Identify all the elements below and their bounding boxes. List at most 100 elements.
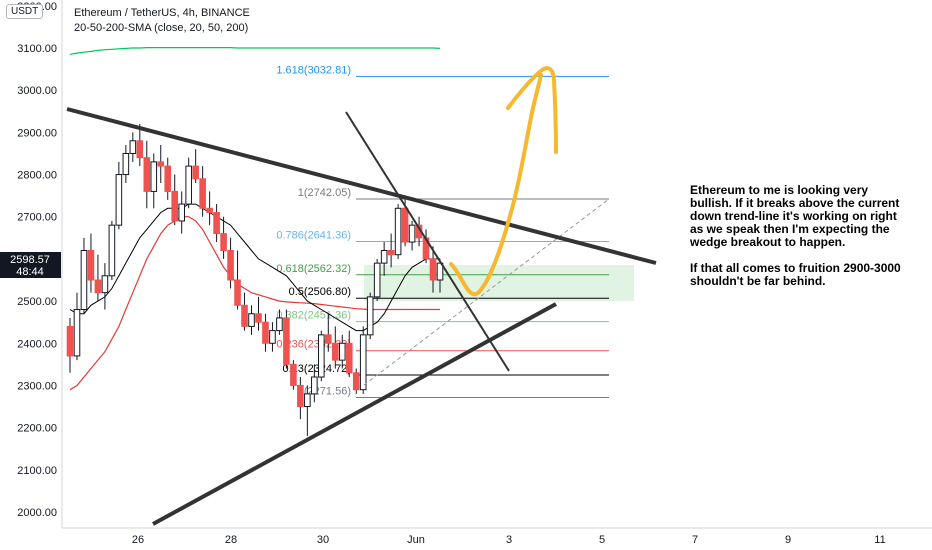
candle-body [297, 384, 304, 408]
candle-body [87, 249, 95, 281]
candle-body [80, 249, 88, 311]
candle-body [227, 249, 234, 281]
candle-body [122, 152, 130, 176]
candle-body [283, 317, 290, 365]
candle-body [143, 157, 151, 192]
ascending-trendline [152, 302, 557, 526]
y-tick-label: 2100.00 [17, 465, 57, 477]
candle-body [248, 313, 255, 327]
y-tick-label: 2900.00 [17, 127, 57, 139]
sma50-line [69, 216, 440, 391]
x-tick-label: 26 [132, 534, 144, 546]
x-tick-label: 28 [225, 534, 237, 546]
candle-body [157, 161, 165, 167]
y-tick-label: 3100.00 [17, 43, 57, 55]
fib-diagonal [363, 198, 610, 386]
candle-body [199, 178, 206, 209]
x-axis: 26 28 30 Jun 3 5 7 9 11 [132, 534, 886, 546]
candle-body [345, 342, 353, 374]
candle-body [408, 224, 416, 243]
y-tick-label: 2700.00 [17, 212, 57, 224]
candle-body [234, 279, 241, 306]
fib-label: 0.5(2506.80) [289, 286, 351, 298]
candle-body [331, 342, 339, 361]
candle-body [373, 262, 381, 298]
currency-badge[interactable]: USDT [6, 4, 44, 19]
y-tick-label: 2500.00 [17, 296, 57, 308]
candle-body [164, 165, 172, 192]
price-badge-countdown: 48:44 [16, 266, 44, 278]
fib-label: 0.13(2324.72) [283, 363, 352, 375]
candle-body [220, 233, 227, 251]
analysis-note: Ethereum to me is looking very bullish. … [690, 184, 905, 301]
candle-body [115, 174, 123, 226]
candle-body [290, 363, 297, 386]
candle-body [318, 334, 325, 378]
candle-body [401, 207, 409, 243]
candle-body [304, 393, 311, 408]
candle-body [241, 304, 248, 327]
analysis-paragraph-2: If that all comes to fruition 2900-3000 … [690, 261, 901, 288]
candle-body [206, 207, 213, 214]
analysis-paragraph-1: Ethereum to me is looking very bullish. … [690, 183, 900, 249]
sma20-line [69, 203, 440, 332]
steep-trendline [345, 111, 510, 372]
chart-title: Ethereum / TetherUS, 4h, BINANCE [74, 7, 250, 19]
indicator-label[interactable]: 20-50-200-SMA (close, 20, 50, 200) [74, 22, 249, 34]
descending-trendline [66, 107, 657, 265]
candle-body [150, 161, 158, 192]
candle-body [108, 224, 116, 277]
fibonacci-levels: 1.618(3032.81) 1(2742.05) 0.786(2641.36) 0.… [276, 64, 609, 398]
x-tick-label: 5 [599, 534, 605, 546]
price-badge [0, 252, 61, 278]
candle-body [366, 296, 374, 336]
x-tick-label: Jun [407, 534, 425, 546]
x-tick-label: 9 [785, 534, 791, 546]
candle-body [325, 334, 332, 344]
candle-body [213, 212, 220, 235]
y-tick-label: 2400.00 [17, 338, 57, 350]
fib-label: 1.618(3032.81) [276, 64, 351, 76]
y-tick-label: 2000.00 [17, 507, 57, 519]
candle-body [352, 372, 360, 391]
y-tick-label: 3000.00 [17, 85, 57, 97]
x-tick-label: 3 [506, 534, 512, 546]
fib-label: 0.786(2641.36) [276, 229, 351, 241]
candle-body [276, 317, 283, 332]
y-tick-label: 2300.00 [17, 380, 57, 392]
candle-body [129, 140, 137, 154]
y-tick-label: 2800.00 [17, 170, 57, 182]
candle-body [380, 249, 388, 264]
candle-body [387, 249, 395, 256]
candle-body [66, 325, 74, 357]
candle-body [73, 309, 81, 357]
candle-body [429, 258, 437, 281]
candle-body [101, 275, 109, 294]
sma200-line [69, 47, 441, 55]
arrow-head [506, 66, 558, 154]
y-tick-label: 2200.00 [17, 423, 57, 435]
candle-body [269, 330, 276, 344]
candles [66, 123, 444, 437]
candle-body [192, 165, 199, 180]
candle-body [338, 342, 346, 361]
candle-body [394, 207, 402, 256]
y-axis: 3200.003100.003000.002900.002800.002700.… [17, 1, 57, 519]
bullish-arrow [449, 73, 543, 297]
candle-body [178, 203, 185, 222]
x-tick-label: 7 [692, 534, 698, 546]
fib-label: 0.618(2562.32) [276, 263, 351, 275]
candle-body [359, 334, 367, 391]
moving-averages [69, 47, 441, 391]
fib-label: 0.382(2451.36) [276, 310, 351, 322]
candle-body [255, 313, 262, 323]
fib-label: 1(2742.05) [298, 187, 351, 199]
candle-body [185, 165, 192, 205]
candle-body [311, 376, 318, 395]
x-tick-label: 30 [317, 534, 329, 546]
price-badge-price: 2598.57 [10, 254, 50, 266]
candle-body [94, 279, 102, 294]
candle-body [262, 321, 269, 344]
candle-body [136, 140, 144, 159]
